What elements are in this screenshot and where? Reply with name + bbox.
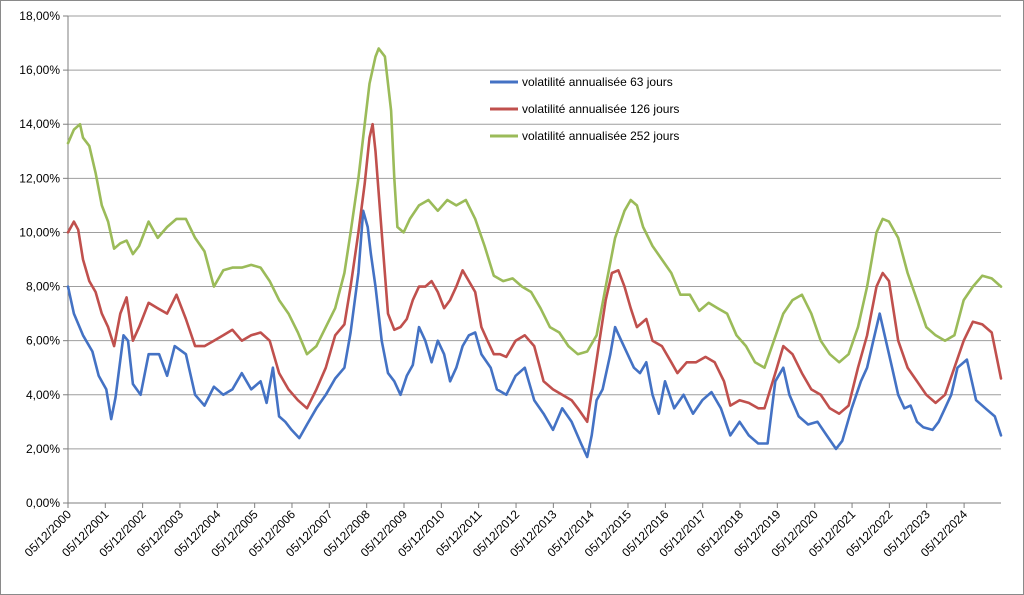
y-tick-label: 10,00%: [19, 225, 60, 239]
y-tick-label: 0,00%: [26, 496, 60, 510]
y-tick-label: 16,00%: [19, 63, 60, 77]
y-tick-label: 4,00%: [26, 388, 60, 402]
series-line-1: [66, 209, 1003, 459]
series-line-3: [66, 47, 1003, 369]
y-tick-label: 14,00%: [19, 117, 60, 131]
legend-label: volatilité annualisée 126 jours: [522, 102, 679, 116]
x-tick-labels: 05/12/200005/12/200105/12/200205/12/2003…: [22, 507, 971, 560]
y-tick-label: 12,00%: [19, 171, 60, 185]
y-tick-labels: 0,00% 2,00% 4,00% 6,00% 8,00% 10,00% 12,00% 14,…: [19, 9, 60, 510]
y-tick-label: 8,00%: [26, 280, 60, 294]
series-line-2: [66, 122, 1003, 424]
y-tick-label: 2,00%: [26, 442, 60, 456]
legend: volatilité annualisée 63 jours volatilité…: [490, 75, 679, 143]
axes: [63, 15, 1001, 508]
y-tick-label: 6,00%: [26, 334, 60, 348]
legend-label: volatilité annualisée 252 jours: [522, 129, 679, 143]
legend-label: volatilité annualisée 63 jours: [522, 75, 673, 89]
y-tick-label: 18,00%: [19, 9, 60, 23]
series-lines: [66, 47, 1003, 459]
